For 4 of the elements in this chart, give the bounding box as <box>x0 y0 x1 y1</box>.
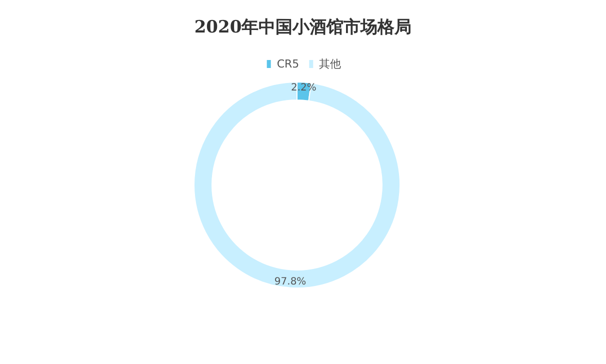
legend-label: CR5 <box>276 58 300 70</box>
data-label: 97.8% <box>274 276 306 288</box>
chart-title: 2020年中国小酒馆市场格局 <box>194 18 412 38</box>
legend-label: 其他 <box>319 58 342 70</box>
